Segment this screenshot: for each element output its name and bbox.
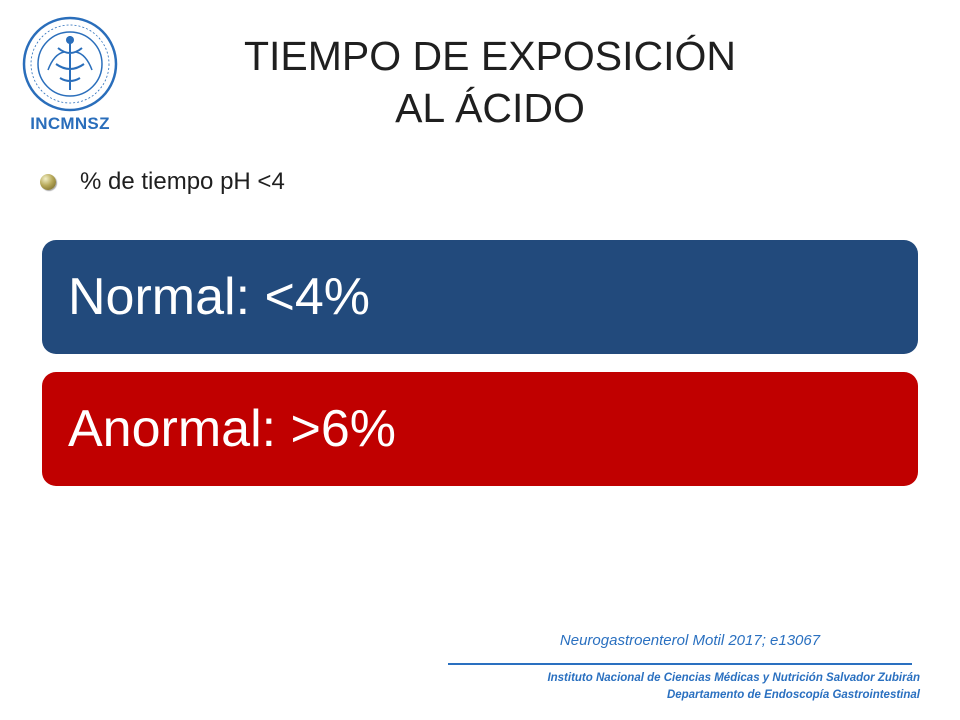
- institution-logo: INCMNSZ: [18, 14, 122, 146]
- footer-department: Departamento de Endoscopía Gastrointesti…: [666, 689, 920, 701]
- institution-seal-icon: [22, 16, 118, 112]
- footer-institute: Instituto Nacional de Ciencias Médicas y…: [547, 672, 920, 684]
- normal-range-box: Normal: <4%: [42, 240, 918, 354]
- bullet-text: % de tiempo pH <4: [80, 168, 285, 195]
- title-line-2: AL ÁCIDO: [395, 85, 585, 131]
- footer-divider: [448, 663, 912, 665]
- bullet-sphere-icon: [40, 174, 56, 190]
- title-line-1: TIEMPO DE EXPOSICIÓN: [243, 33, 737, 79]
- logo-text: INCMNSZ: [30, 114, 110, 133]
- abnormal-range-box: Anormal: >6%: [42, 372, 918, 486]
- citation: Neurogastroenterol Motil 2017; e13067: [559, 632, 821, 649]
- bullet-item: % de tiempo pH <4: [40, 162, 285, 202]
- slide-title: TIEMPO DE EXPOSICIÓN AL ÁCIDO: [140, 30, 840, 134]
